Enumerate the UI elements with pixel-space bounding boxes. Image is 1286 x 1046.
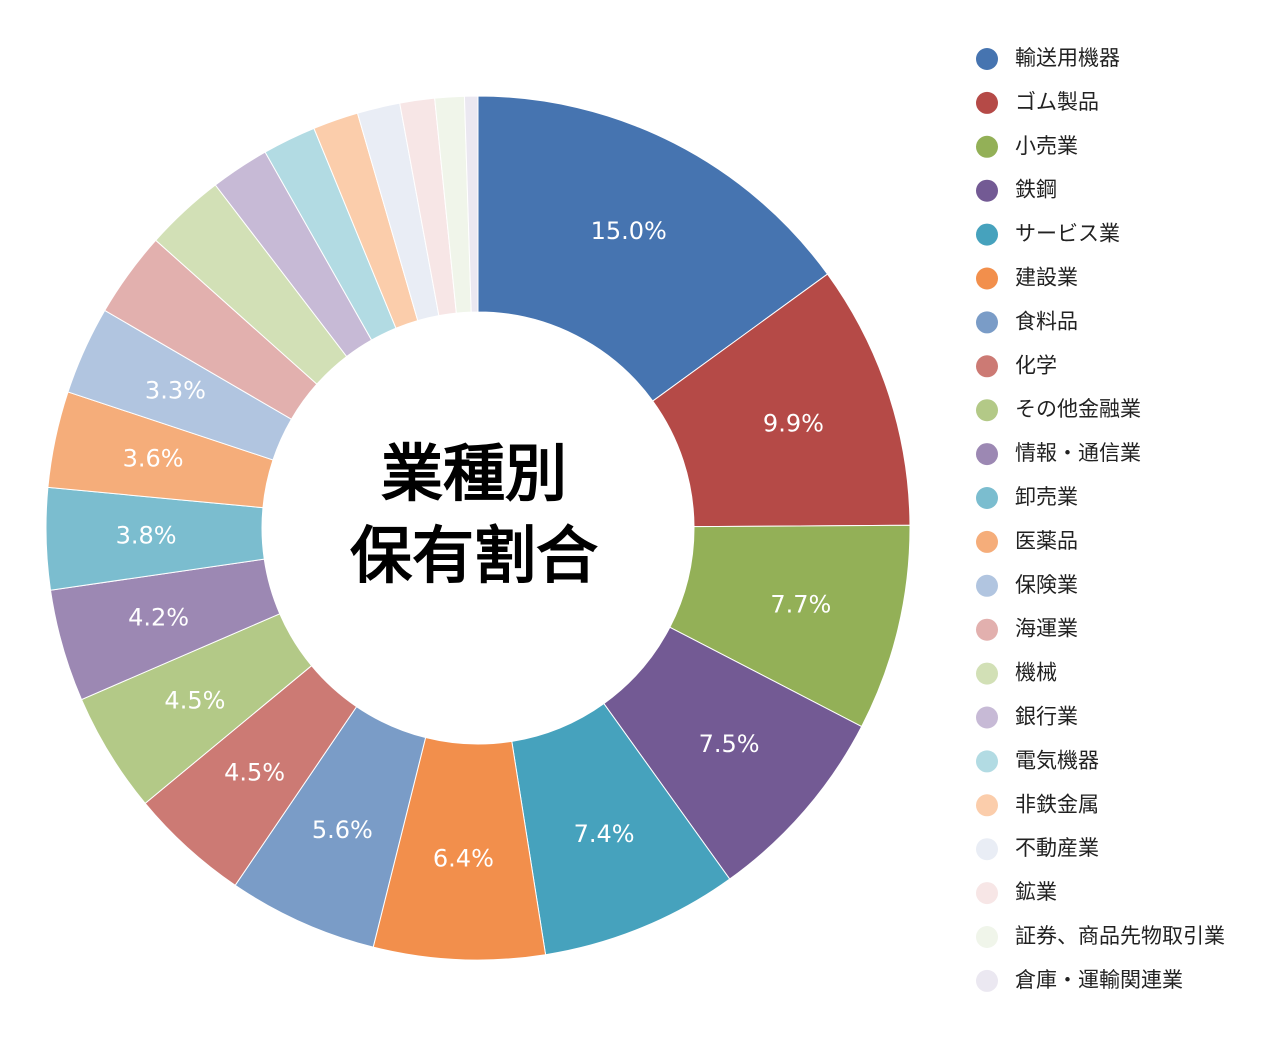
legend-label: 化学 xyxy=(1015,353,1057,377)
legend-label: 保険業 xyxy=(1015,573,1078,597)
legend-swatch xyxy=(976,179,998,202)
legend-label: 銀行業 xyxy=(1015,705,1078,729)
value-label: 7.7% xyxy=(770,591,831,619)
legend-swatch xyxy=(976,311,998,334)
legend-label: 建設業 xyxy=(1015,266,1078,290)
value-label: 6.4% xyxy=(433,845,494,873)
legend-swatch xyxy=(976,618,998,641)
legend-swatch xyxy=(976,223,998,246)
legend-swatch xyxy=(976,355,998,378)
value-label: 4.5% xyxy=(164,686,225,714)
legend-swatch xyxy=(976,91,998,114)
slice xyxy=(477,95,829,402)
legend-label: サービス業 xyxy=(1015,222,1120,246)
slice xyxy=(652,273,911,528)
legend-label: 食料品 xyxy=(1015,309,1078,333)
slice xyxy=(463,95,479,313)
legend-label: 海運業 xyxy=(1015,617,1078,641)
legend-swatch xyxy=(976,838,998,861)
legend-swatch xyxy=(976,882,998,905)
legend-label: 情報・通信業 xyxy=(1015,441,1141,465)
legend-swatch xyxy=(976,487,998,509)
value-label: 7.4% xyxy=(574,820,635,848)
legend-label: その他金融業 xyxy=(1015,397,1141,421)
value-label: 15.0% xyxy=(591,217,667,245)
legend-label: 不動産業 xyxy=(1015,836,1099,860)
legend-label: 輸送用機器 xyxy=(1015,46,1120,70)
legend-swatch xyxy=(976,706,998,729)
legend-label: 鉱業 xyxy=(1015,880,1057,904)
legend: 輸送用機器ゴム製品小売業鉄鋼サービス業建設業食料品化学その他金融業情報・通信業卸… xyxy=(976,46,1225,992)
legend-label: 小売業 xyxy=(1015,134,1078,158)
chart-title: 保有割合 xyxy=(350,519,598,592)
legend-label: 証券、商品先物取引業 xyxy=(1015,924,1225,948)
chart-title: 業種別 xyxy=(381,437,567,510)
donut xyxy=(45,95,911,961)
legend-label: 鉄鋼 xyxy=(1015,178,1057,202)
value-label: 3.3% xyxy=(145,376,206,404)
value-label: 7.5% xyxy=(699,730,760,758)
legend-swatch xyxy=(976,969,998,992)
legend-swatch xyxy=(976,135,998,158)
legend-label: 卸売業 xyxy=(1015,485,1078,509)
legend-swatch xyxy=(976,443,998,466)
legend-swatch xyxy=(976,794,998,817)
legend-swatch xyxy=(976,267,998,290)
value-labels: 15.0% 9.9% 7.7% 7.5% 7.4% 6.4% 5.6% 4.5% 4.5% 4.2… xyxy=(116,217,832,872)
legend-label: 倉庫・運輸関連業 xyxy=(1015,968,1183,992)
value-label: 3.8% xyxy=(116,521,177,549)
legend-swatch xyxy=(976,48,998,70)
legend-label: ゴム製品 xyxy=(1015,90,1099,114)
value-label: 3.6% xyxy=(123,445,184,473)
value-label: 4.2% xyxy=(128,604,189,632)
legend-swatch xyxy=(976,574,998,597)
legend-swatch xyxy=(976,662,998,685)
legend-swatch xyxy=(976,750,998,773)
legend-label: 非鉄金属 xyxy=(1015,792,1099,816)
legend-label: 医薬品 xyxy=(1015,529,1078,553)
value-label: 5.6% xyxy=(312,816,373,844)
legend-label: 電気機器 xyxy=(1015,748,1099,772)
legend-swatch xyxy=(976,530,998,553)
legend-swatch xyxy=(976,926,998,948)
value-label: 4.5% xyxy=(224,759,285,787)
legend-swatch xyxy=(976,399,998,422)
value-label: 9.9% xyxy=(763,409,824,437)
legend-label: 機械 xyxy=(1015,661,1057,685)
